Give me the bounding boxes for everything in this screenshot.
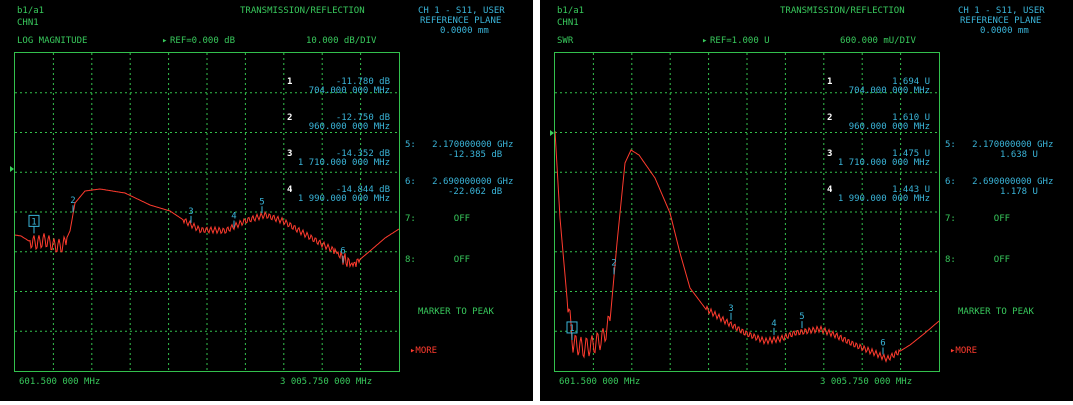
marker-number: 3 xyxy=(827,149,833,159)
reference-plane-label: REFERENCE PLANE xyxy=(960,16,1042,26)
vna-panel-log-magnitude: b1/a1 CHN1 TRANSMISSION/REFLECTION LOG M… xyxy=(0,0,533,401)
display-format: SWR xyxy=(557,36,574,46)
softkey-marker-7[interactable]: 7: OFF xyxy=(945,214,1011,224)
trace-graticule: 1 2 3 4 5 6 xyxy=(14,52,400,372)
more-button[interactable]: ▸MORE xyxy=(950,346,978,356)
softkey-marker-8[interactable]: 8: OFF xyxy=(405,255,471,265)
trace-line xyxy=(555,130,939,363)
reference-plane-value: 0.0000 mm xyxy=(980,26,1029,36)
marker-readout-table: 1 -11.780 dB 704.000 000 MHz 2 -12.750 dB 96… xyxy=(282,60,390,222)
scale-per-division: 600.000 mU/DIV xyxy=(840,36,916,46)
marker-number: 1 xyxy=(287,77,293,87)
trace-plot: 1 2 3 4 5 6 xyxy=(15,53,399,371)
trace-marker-5: 5 xyxy=(259,197,264,207)
ref-arrow-icon: ▸ xyxy=(162,36,168,46)
start-frequency: 601.500 000 MHz xyxy=(19,377,101,387)
marker-number: 2 xyxy=(827,113,833,123)
softkey-marker-6[interactable]: 6: 2.690000000 GHz xyxy=(405,177,514,187)
marker-number: 3 xyxy=(287,149,293,159)
softkey-marker-8[interactable]: 8: OFF xyxy=(945,255,1011,265)
scale-per-division: 10.000 dB/DIV xyxy=(306,36,377,46)
trace-marker-6: 6 xyxy=(880,339,885,349)
marker-readout-2: 2 -12.750 dB 960.000 000 MHz xyxy=(287,113,390,132)
reference-position-icon xyxy=(550,130,554,136)
reference-plane-value: 0.0000 mm xyxy=(440,26,489,36)
channel-ratio: b1/a1 xyxy=(17,6,45,16)
trace-marker-5: 5 xyxy=(799,312,804,322)
trace-marker-4: 4 xyxy=(771,319,776,329)
softkey-marker-5[interactable]: 5: 2.170000000 GHz xyxy=(405,140,514,150)
marker-readout-1: 1 -11.780 dB 704.000 000 MHz xyxy=(287,77,390,96)
marker-readout-1: 1 1.694 U 704.000 000 MHz xyxy=(827,77,930,96)
marker-readout-2: 2 1.610 U 960.000 000 MHz xyxy=(827,113,930,132)
marker-number: 1 xyxy=(827,77,833,87)
trace-graticule: 1 2 3 4 5 6 xyxy=(554,52,940,372)
trace-marker-2: 2 xyxy=(70,196,75,206)
trace-marker-6: 6 xyxy=(340,247,345,257)
reference-level: REF=1.000 U xyxy=(710,36,770,46)
channel-parameter: CH 1 - S11, USER xyxy=(418,6,505,16)
softkey-marker-5[interactable]: 5: 2.170000000 GHz xyxy=(945,140,1054,150)
stop-frequency: 3 005.750 000 MHz xyxy=(280,377,373,387)
trace-marker-3: 3 xyxy=(728,304,733,314)
trace-marker-1: 1 xyxy=(31,217,36,227)
marker-readout-3: 3 -14.352 dB 1 710.000 000 MHz xyxy=(287,149,390,168)
softkey-marker-7[interactable]: 7: OFF xyxy=(405,214,471,224)
trace-marker-3: 3 xyxy=(188,207,193,217)
marker-number: 2 xyxy=(287,113,293,123)
reference-level: REF=0.000 dB xyxy=(170,36,236,46)
marker-number: 4 xyxy=(287,185,293,195)
ref-arrow-icon: ▸ xyxy=(702,36,708,46)
active-marker-box xyxy=(28,214,40,227)
marker-readout-4: 4 -14.844 dB 1 990.000 000 MHz xyxy=(287,185,390,204)
vna-panel-swr: b1/a1 CHN1 TRANSMISSION/REFLECTION SWR ▸… xyxy=(540,0,1073,401)
more-arrow-icon: ▸ xyxy=(950,346,956,356)
channel-ratio: b1/a1 xyxy=(557,6,585,16)
more-button[interactable]: ▸MORE xyxy=(410,346,438,356)
more-arrow-icon: ▸ xyxy=(410,346,416,356)
stop-frequency: 3 005.750 000 MHz xyxy=(820,377,913,387)
marker-to-peak-button[interactable]: MARKER TO PEAK xyxy=(418,307,494,317)
softkey-marker-5-value: 1.638 U xyxy=(1000,150,1038,160)
reference-plane-label: REFERENCE PLANE xyxy=(420,16,502,26)
marker-readout-table: 1 1.694 U 704.000 000 MHz 2 1.610 U 960.000 … xyxy=(822,60,930,222)
display-format: LOG MAGNITUDE xyxy=(17,36,88,46)
active-marker-box xyxy=(566,321,578,334)
softkey-marker-6[interactable]: 6: 2.690000000 GHz xyxy=(945,177,1054,187)
marker-to-peak-button[interactable]: MARKER TO PEAK xyxy=(958,307,1034,317)
start-frequency: 601.500 000 MHz xyxy=(559,377,641,387)
softkey-marker-5-value: -12.385 dB xyxy=(448,150,503,160)
channel-parameter: CH 1 - S11, USER xyxy=(958,6,1045,16)
trace-marker-4: 4 xyxy=(231,211,236,221)
channel-name: CHN1 xyxy=(557,18,579,28)
reference-position-icon xyxy=(10,166,14,172)
channel-name: CHN1 xyxy=(17,18,39,28)
measurement-mode: TRANSMISSION/REFLECTION xyxy=(240,6,365,16)
softkey-marker-6-value: 1.178 U xyxy=(1000,187,1038,197)
measurement-mode: TRANSMISSION/REFLECTION xyxy=(780,6,905,16)
softkey-marker-6-value: -22.062 dB xyxy=(448,187,503,197)
trace-marker-1: 1 xyxy=(569,324,574,334)
trace-marker-2: 2 xyxy=(611,258,616,268)
marker-number: 4 xyxy=(827,185,833,195)
trace-line xyxy=(15,188,399,269)
trace-plot: 1 2 3 4 5 6 xyxy=(555,53,939,371)
